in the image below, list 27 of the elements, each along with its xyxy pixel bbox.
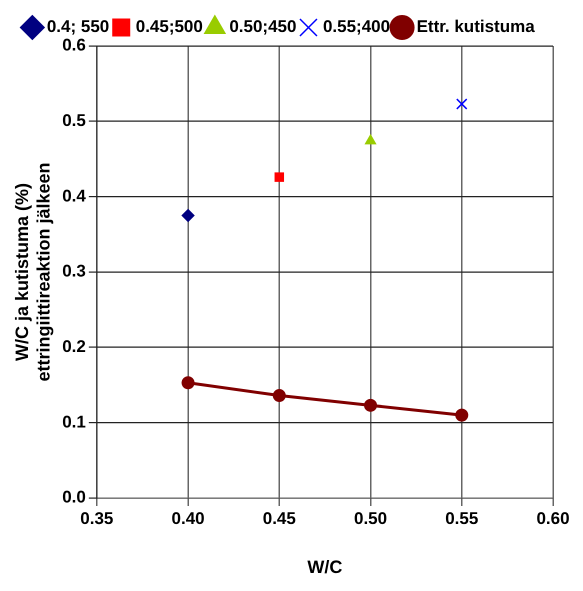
point xyxy=(456,98,468,110)
legend-label: 0.55;400 xyxy=(322,17,390,36)
x-tick-label: 0.50 xyxy=(354,508,388,528)
x-tick-label: 0.40 xyxy=(172,508,205,528)
y-tick-label: 0.5 xyxy=(62,111,86,130)
y-tick-label: 0.4 xyxy=(62,186,86,206)
point xyxy=(182,209,195,222)
x-tick-label: 0.55 xyxy=(445,508,478,528)
y-tick-label: 0.1 xyxy=(62,412,86,432)
point xyxy=(272,389,286,402)
x-tick-label: 0.60 xyxy=(536,508,570,528)
y-tick-label: 0.3 xyxy=(62,262,86,281)
legend-label: 0.4; 550 xyxy=(46,17,110,36)
y-tick-label: 0.0 xyxy=(62,488,86,507)
point xyxy=(455,408,468,422)
point xyxy=(182,376,195,390)
legend-label: Ettr. kutistuma xyxy=(416,17,536,36)
y-tick-label: 0.6 xyxy=(62,36,86,55)
x-axis-title: W/C xyxy=(307,557,342,578)
x-tick-label: 0.45 xyxy=(262,508,296,528)
x-tick-label: 0.35 xyxy=(80,508,114,528)
y-axis-title: W/C ja kutistuma (%) ettringiittireaktion jälkeen xyxy=(12,162,54,382)
point xyxy=(274,172,284,182)
point xyxy=(364,398,378,412)
y-tick-label: 0.2 xyxy=(62,337,86,356)
legend-label: 0.50;450 xyxy=(229,17,296,36)
legend-label: 0.45;500 xyxy=(136,17,203,36)
